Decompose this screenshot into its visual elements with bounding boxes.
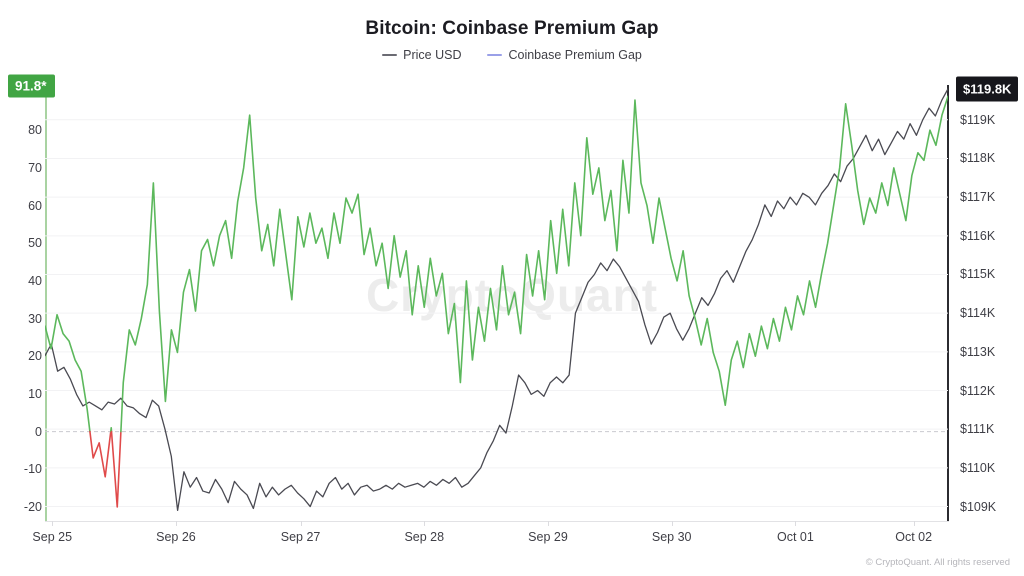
chart-canvas (45, 88, 948, 512)
left-axis-spine (45, 85, 47, 522)
right-axis-tick-label: $110K (960, 460, 996, 475)
left-axis-tick-label: 40 (28, 273, 42, 288)
plot-area[interactable] (45, 85, 948, 522)
coinbase-premium-gap-line (45, 95, 948, 508)
x-axis-tick-mark (424, 521, 426, 526)
x-axis-tick-mark (300, 521, 302, 526)
x-axis-tick-label: Sep 26 (156, 530, 196, 544)
premium-positive-segment (120, 95, 948, 433)
right-axis-spine (947, 85, 949, 522)
price-usd-line (45, 88, 948, 512)
x-axis-tick-label: Sep 27 (280, 530, 321, 544)
left-axis-tick-label: 50 (28, 236, 42, 251)
left-axis-tick-label: 60 (28, 198, 42, 213)
legend-label-coinbase-premium-gap: Coinbase Premium Gap (508, 48, 642, 62)
right-axis-tick-label: $111K (960, 422, 995, 437)
legend-dash-coinbase-premium-gap (487, 54, 503, 56)
x-axis-tick-label: Sep 25 (32, 530, 73, 544)
left-axis-tick-label: 80 (28, 123, 42, 138)
x-axis-tick-mark (175, 521, 177, 526)
legend-item-price-usd[interactable]: Price USD (382, 48, 461, 62)
right-axis-tick-label: $109K (960, 499, 997, 514)
bottom-axis-line (45, 521, 949, 522)
x-axis-tick-label: Sep 28 (404, 530, 445, 544)
x-axis-tick-label: Oct 02 (895, 530, 933, 544)
gridlines (45, 119, 948, 508)
premium-positive-segment (109, 427, 113, 433)
left-axis-tick-label: 10 (28, 386, 42, 401)
right-axis-tick-label: $112K (960, 383, 996, 398)
premium-negative-segment (89, 430, 112, 478)
legend-label-price-usd: Price USD (403, 48, 462, 62)
x-axis-tick-label: Sep 29 (528, 530, 568, 544)
x-axis-tick-mark (795, 521, 797, 526)
left-axis-tick-label: -20 (23, 499, 42, 514)
left-axis-tick-label: -10 (23, 462, 42, 477)
legend-dash-price-usd (382, 54, 398, 56)
left-axis-current-value-badge: 91.8* (8, 74, 55, 98)
right-axis-tick-label: $119K (960, 112, 996, 127)
premium-positive-segment (45, 314, 91, 433)
left-axis-tick-label: 70 (28, 160, 42, 175)
x-axis-tick-mark (671, 521, 673, 526)
x-axis-tick-mark (547, 521, 549, 526)
chart-legend: Price USD Coinbase Premium Gap (0, 48, 1024, 62)
x-axis-tick-mark (913, 521, 915, 526)
right-axis-tick-label: $114K (960, 306, 996, 321)
right-axis-tick-label: $115K (960, 267, 996, 282)
right-axis-tick-label: $113K (960, 344, 996, 359)
legend-item-coinbase-premium-gap[interactable]: Coinbase Premium Gap (487, 48, 642, 62)
page-title: Bitcoin: Coinbase Premium Gap (365, 18, 659, 39)
right-axis-tick-label: $116K (960, 228, 996, 243)
right-axis-tick-label: $118K (960, 151, 996, 166)
right-axis-tick-label: $117K (960, 190, 996, 205)
x-axis-tick-label: Sep 30 (651, 530, 692, 544)
copyright-footer: © CryptoQuant. All rights reserved (865, 557, 1010, 568)
premium-negative-segment (110, 430, 122, 508)
left-axis-tick-label: 0 (35, 424, 42, 439)
x-axis-tick-mark (52, 521, 54, 526)
left-axis-tick-label: 30 (28, 311, 42, 326)
x-axis-tick-label: Oct 01 (776, 530, 814, 544)
right-axis-current-value-badge: $119.8K (956, 76, 1019, 102)
left-axis-tick-label: 20 (28, 349, 42, 364)
